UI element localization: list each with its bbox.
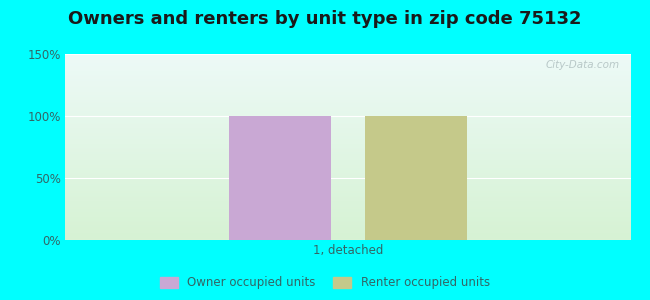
Text: Owners and renters by unit type in zip code 75132: Owners and renters by unit type in zip c… bbox=[68, 11, 582, 28]
Bar bbox=[229, 116, 331, 240]
Bar bbox=[365, 116, 467, 240]
Legend: Owner occupied units, Renter occupied units: Owner occupied units, Renter occupied un… bbox=[155, 272, 495, 294]
Text: City-Data.com: City-Data.com bbox=[545, 60, 619, 70]
